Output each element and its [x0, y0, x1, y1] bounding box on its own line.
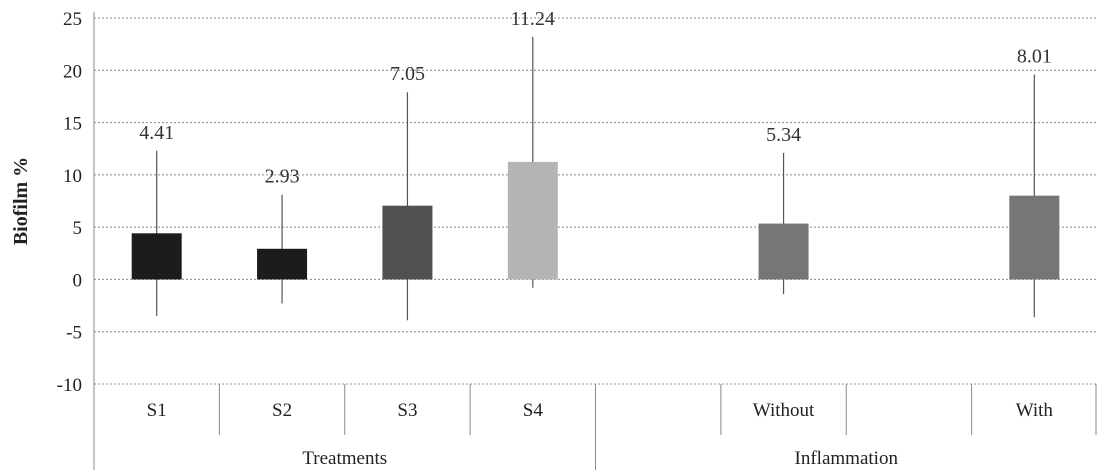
y-tick-label: 25 [63, 9, 82, 30]
y-tick-label: 10 [63, 166, 82, 187]
group-label: Inflammation [795, 448, 899, 469]
x-tick-label: S3 [397, 400, 417, 421]
data-label: 2.93 [265, 166, 300, 188]
data-label: 5.34 [766, 124, 801, 146]
y-tick-label: 20 [63, 61, 82, 82]
bar [131, 233, 182, 280]
gridlines [94, 17, 1097, 385]
y-axis-label: Biofilm % [10, 157, 32, 245]
y-tick-labels: 25 20 15 10 5 0 -5 -10 [57, 9, 82, 396]
x-tick-label: Without [753, 400, 815, 421]
bars [131, 161, 1060, 280]
y-tick-label: 15 [63, 114, 82, 135]
bar [507, 161, 558, 280]
data-labels: 4.41 2.93 7.05 11.24 5.34 8.01 [139, 8, 1052, 188]
x-axis: S1 S2 S3 S4 Without With Treatments Inflammatio… [93, 12, 1097, 470]
bar [758, 223, 809, 280]
x-tick-label: S2 [272, 400, 292, 421]
x-tick-label: With [1016, 400, 1054, 421]
x-tick-label: S4 [523, 400, 544, 421]
y-tick-label: -5 [66, 323, 82, 344]
data-label: 7.05 [390, 63, 425, 85]
x-tick-label: S1 [147, 400, 167, 421]
y-tick-label: -10 [57, 375, 82, 396]
data-label: 11.24 [511, 8, 555, 30]
y-tick-label: 0 [73, 270, 83, 291]
bar [257, 248, 308, 280]
y-tick-label: 5 [73, 218, 83, 239]
data-label: 8.01 [1017, 45, 1052, 67]
data-label: 4.41 [139, 122, 174, 144]
group-label: Treatments [302, 448, 387, 469]
bar [382, 205, 433, 280]
bar [1009, 195, 1060, 280]
